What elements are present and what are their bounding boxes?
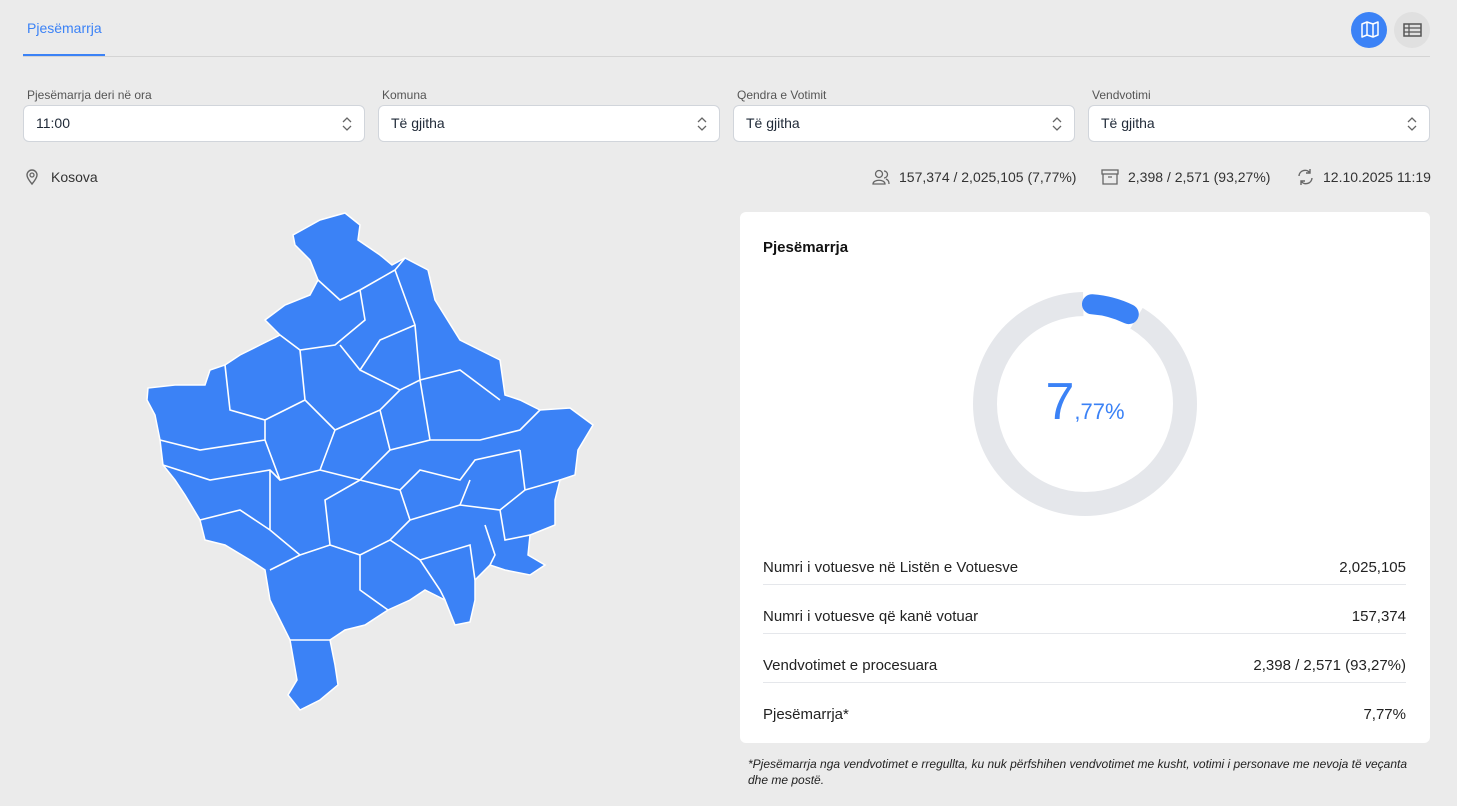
table-icon-lines <box>1404 24 1421 36</box>
row-value: 157,374 <box>1351 608 1406 625</box>
voters-stat: 157,374 / 2,025,105 (7,77%) <box>899 169 1077 185</box>
turnout-card: Pjesëmarrja 7,77% Numri i votuesve në Li… <box>740 212 1430 743</box>
view-toggle <box>1351 12 1430 48</box>
filter-select[interactable]: Të gjitha <box>733 105 1075 142</box>
tab[interactable]: Pjesëmarrja <box>27 20 102 36</box>
location: Kosova <box>51 169 98 185</box>
chevrons <box>1052 117 1062 131</box>
row-label: Pjesëmarrja* <box>763 706 849 723</box>
filter-label: Qendra e Votimit <box>737 88 827 102</box>
row-value: 2,025,105 <box>1339 559 1406 576</box>
divider <box>23 56 1430 57</box>
stat-row: Numri i votuesve që kanë votuar 157,374 <box>763 600 1406 649</box>
stat-row: Pjesëmarrja* 7,77% <box>763 698 1406 747</box>
donut-label: 7,77% <box>985 372 1185 432</box>
chevrons <box>1407 117 1417 131</box>
row-label: Vendvotimet e procesuara <box>763 657 938 674</box>
row-divider <box>763 633 1406 634</box>
voters-icon <box>872 169 890 185</box>
filter-label: Pjesëmarrja deri në ora <box>27 88 152 102</box>
table-icon <box>1403 23 1422 37</box>
row-label: Numri i votuesve në Listën e Votuesve <box>763 559 1019 576</box>
donut-arc <box>1081 294 1139 325</box>
filter-value: Të gjitha <box>391 115 445 131</box>
donut-integer: 7 <box>1045 373 1075 431</box>
chevrons <box>697 117 707 131</box>
row-divider <box>763 584 1406 585</box>
footnote: *Pjesëmarrja nga vendvotimet e rregullta… <box>748 757 1408 787</box>
tab-indicator <box>23 54 105 56</box>
filter-select[interactable]: 11:00 <box>23 105 365 142</box>
map-region[interactable] <box>146 212 594 711</box>
filter-label: Vendvotimi <box>1092 88 1151 102</box>
kosovo-map <box>146 212 594 711</box>
turnout-donut <box>973 291 1197 516</box>
location-icon <box>26 169 38 186</box>
table-view-button[interactable] <box>1394 12 1430 48</box>
map-icon <box>1361 21 1379 38</box>
filter-value: 11:00 <box>36 115 70 131</box>
filter-select[interactable]: Të gjitha <box>1088 105 1430 142</box>
filter-value: Të gjitha <box>1101 115 1155 131</box>
filter-select[interactable]: Të gjitha <box>378 105 720 142</box>
chevrons <box>342 117 352 131</box>
donut-decimal: ,77% <box>1074 399 1125 424</box>
filter-value: Të gjitha <box>746 115 800 131</box>
municipal-borders <box>159 257 561 641</box>
stat-row: Numri i votuesve në Listën e Votuesve 2,0… <box>763 551 1406 600</box>
stations-stat: 2,398 / 2,571 (93,27%) <box>1128 169 1271 185</box>
map-view-button[interactable] <box>1351 12 1387 48</box>
row-label: Numri i votuesve që kanë votuar <box>763 608 979 625</box>
filter-label: Komuna <box>382 88 427 102</box>
updated: 12.10.2025 11:19 <box>1323 169 1431 185</box>
row-divider <box>763 682 1406 683</box>
stations-icon <box>1101 169 1119 185</box>
row-value: 7,77% <box>1363 706 1406 723</box>
row-value: 2,398 / 2,571 (93,27%) <box>1253 657 1406 674</box>
card-title: Pjesëmarrja <box>763 239 849 256</box>
refresh-icon <box>1298 169 1313 185</box>
stat-row: Vendvotimet e procesuara 2,398 / 2,571 (9… <box>763 649 1406 698</box>
